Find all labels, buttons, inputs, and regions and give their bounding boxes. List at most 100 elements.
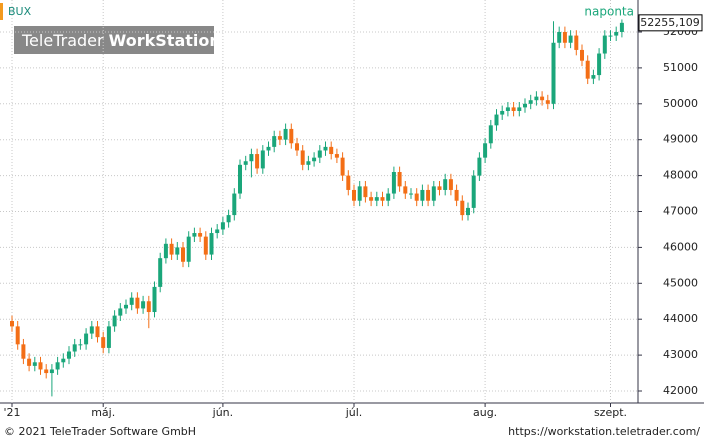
candle-body bbox=[175, 247, 180, 255]
candle-body bbox=[619, 22, 624, 32]
candle-body bbox=[545, 100, 550, 104]
candle-body bbox=[500, 110, 505, 115]
candle-body bbox=[27, 358, 32, 366]
candle-body bbox=[277, 136, 282, 140]
y-tick-label: 45000 bbox=[663, 276, 698, 289]
candle-body bbox=[101, 337, 106, 348]
candle-body bbox=[32, 362, 37, 366]
candle-body bbox=[597, 53, 602, 76]
candle-body bbox=[591, 75, 596, 79]
candle-body bbox=[141, 301, 146, 309]
candle-body bbox=[505, 107, 510, 111]
candle-body bbox=[557, 31, 562, 43]
candle-body bbox=[580, 49, 584, 61]
candle-body bbox=[431, 186, 436, 201]
candle-body bbox=[443, 179, 448, 190]
candle-body bbox=[135, 297, 140, 309]
candle-body bbox=[186, 236, 191, 262]
candle-body bbox=[454, 189, 459, 201]
candle-body bbox=[106, 326, 111, 348]
candle-body bbox=[523, 103, 527, 108]
candle-body bbox=[374, 197, 379, 201]
candle-body bbox=[209, 233, 214, 255]
candle-body bbox=[471, 175, 476, 208]
candle-body bbox=[78, 344, 83, 346]
candle-body bbox=[163, 243, 168, 259]
candle-body bbox=[488, 125, 493, 144]
footer-left: © 2021 TeleTrader Software GmbH bbox=[4, 425, 196, 438]
candle-body bbox=[260, 150, 265, 169]
y-tick-label: 44000 bbox=[663, 312, 698, 325]
candle-body bbox=[158, 258, 163, 287]
logo: TeleTrader WorkStation bbox=[21, 31, 221, 50]
y-tick-label: 43000 bbox=[663, 348, 698, 361]
candle-body bbox=[420, 189, 425, 201]
candle-body bbox=[124, 304, 128, 309]
y-tick-label: 42000 bbox=[663, 384, 698, 397]
x-tick-label: máj. bbox=[91, 406, 115, 419]
candle-body bbox=[568, 35, 573, 43]
candle-body bbox=[312, 157, 317, 162]
candle-body bbox=[409, 193, 413, 195]
candle-body bbox=[61, 358, 66, 363]
candle-body bbox=[403, 186, 408, 194]
logo-box bbox=[14, 26, 214, 54]
footer-right: https://workstation.teletrader.com/ bbox=[508, 425, 700, 438]
candle-body bbox=[317, 150, 322, 158]
candle-body bbox=[38, 362, 43, 370]
candle-body bbox=[466, 207, 470, 216]
candle-body bbox=[295, 143, 299, 151]
candle-body bbox=[181, 247, 185, 262]
x-tick-label: '21 bbox=[3, 406, 20, 419]
y-tick-label: 46000 bbox=[663, 240, 698, 253]
candle-body bbox=[249, 154, 254, 162]
candle-body bbox=[238, 164, 242, 194]
candle-body bbox=[118, 308, 123, 316]
candle-body bbox=[517, 107, 522, 111]
candle-body bbox=[363, 186, 368, 198]
candle-body bbox=[89, 326, 94, 334]
candle-body bbox=[67, 351, 71, 359]
candle-body bbox=[608, 35, 613, 37]
logo-bold: WorkStation bbox=[109, 31, 221, 50]
candle-body bbox=[55, 362, 60, 370]
candle-body bbox=[300, 150, 305, 165]
candle-body bbox=[243, 161, 248, 165]
candle-body bbox=[84, 333, 89, 345]
candle-body bbox=[306, 161, 311, 165]
last-price-label: 52255,109 bbox=[640, 16, 700, 29]
candle-body bbox=[266, 146, 271, 151]
candle-body bbox=[226, 215, 231, 223]
x-tick-label: szept. bbox=[594, 406, 627, 419]
candle-body bbox=[95, 326, 100, 338]
candle-body bbox=[112, 315, 117, 327]
candle-body bbox=[215, 229, 220, 234]
y-tick-label: 47000 bbox=[663, 204, 698, 217]
candle-body bbox=[511, 107, 516, 111]
x-tick-label: jún. bbox=[212, 406, 234, 419]
candle-body bbox=[323, 146, 328, 151]
candle-body bbox=[49, 369, 54, 374]
candle-body bbox=[534, 96, 539, 101]
candle-body bbox=[346, 175, 351, 190]
candle-body bbox=[146, 301, 151, 313]
candle-body bbox=[334, 154, 339, 158]
candle-body bbox=[203, 236, 208, 255]
candle-body bbox=[44, 369, 49, 374]
x-tick-label: júl. bbox=[345, 406, 363, 419]
candle-body bbox=[72, 344, 77, 352]
candle-body bbox=[585, 60, 590, 79]
series-name: BUX bbox=[8, 5, 32, 18]
candle-body bbox=[397, 172, 402, 187]
candle-body bbox=[414, 193, 419, 201]
candle-body bbox=[220, 222, 225, 230]
candle-body bbox=[352, 189, 356, 201]
candle-body bbox=[540, 96, 545, 101]
candle-body bbox=[340, 157, 345, 176]
candle-body bbox=[551, 42, 556, 104]
candle-body bbox=[232, 193, 237, 216]
candle-body bbox=[289, 128, 294, 144]
candle-body bbox=[152, 286, 157, 313]
candle-body bbox=[10, 320, 14, 327]
